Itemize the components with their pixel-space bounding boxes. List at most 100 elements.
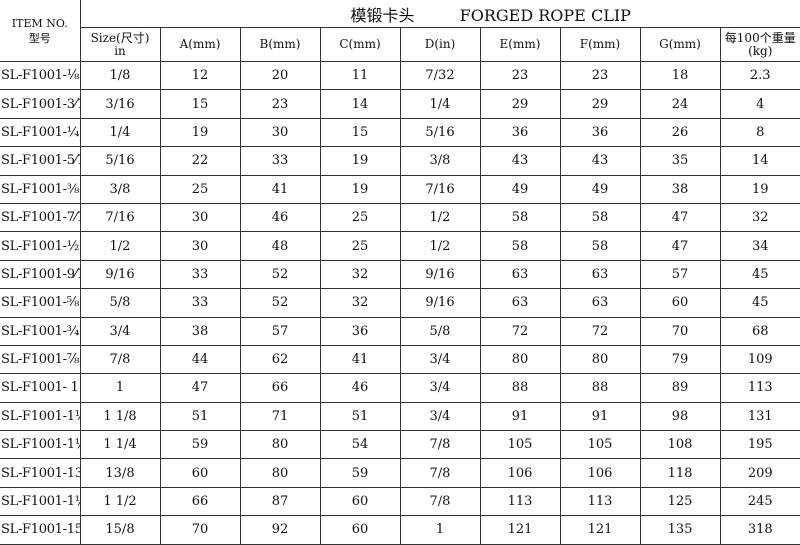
item-no-cell: SL-F1001-9⁄16 — [0, 260, 80, 288]
weight-header-line1: 每100个重量 — [721, 32, 800, 45]
e-cell: 63 — [480, 289, 560, 317]
g-cell: 47 — [640, 203, 720, 231]
b-cell: 20 — [240, 62, 320, 90]
e-cell: 91 — [480, 402, 560, 430]
a-header: A(mm) — [160, 28, 240, 62]
d-cell: 1/4 — [400, 90, 480, 118]
weight-cell: 245 — [720, 487, 800, 515]
f-cell: 29 — [560, 90, 640, 118]
item-no-cell: SL-F1001-1¼ — [0, 431, 80, 459]
title-en: FORGED ROPE CLIP — [460, 6, 631, 25]
e-cell: 105 — [480, 431, 560, 459]
d-cell: 3/4 — [400, 402, 480, 430]
c-cell: 14 — [320, 90, 400, 118]
e-cell: 88 — [480, 374, 560, 402]
item-no-cell: SL-F1001-⅜ — [0, 175, 80, 203]
item-no-cell: SL-F1001-1½ — [0, 487, 80, 515]
f-cell: 63 — [560, 289, 640, 317]
b-cell: 80 — [240, 431, 320, 459]
d-cell: 9/16 — [400, 289, 480, 317]
g-cell: 125 — [640, 487, 720, 515]
a-cell: 19 — [160, 118, 240, 146]
weight-cell: 68 — [720, 317, 800, 345]
d-cell: 7/8 — [400, 431, 480, 459]
f-cell: 113 — [560, 487, 640, 515]
weight-cell: 19 — [720, 175, 800, 203]
g-cell: 18 — [640, 62, 720, 90]
weight-cell: 34 — [720, 232, 800, 260]
item-no-cell: SL-F1001-⅝ — [0, 289, 80, 317]
e-cell: 63 — [480, 260, 560, 288]
item-no-cell: SL-F1001-13⁄8 — [0, 459, 80, 487]
item-no-cell: SL-F1001-3⁄16 — [0, 90, 80, 118]
size-header-line2: in — [81, 45, 160, 58]
c-cell: 59 — [320, 459, 400, 487]
d-cell: 3/4 — [400, 345, 480, 373]
g-cell: 89 — [640, 374, 720, 402]
e-cell: 43 — [480, 147, 560, 175]
e-cell: 58 — [480, 203, 560, 231]
c-cell: 19 — [320, 147, 400, 175]
a-cell: 15 — [160, 90, 240, 118]
g-cell: 118 — [640, 459, 720, 487]
a-cell: 60 — [160, 459, 240, 487]
size-cell: 1 — [80, 374, 160, 402]
g-cell: 79 — [640, 345, 720, 373]
item-no-cell: SL-F1001-⅛ — [0, 62, 80, 90]
weight-cell: 2.3 — [720, 62, 800, 90]
a-cell: 70 — [160, 516, 240, 544]
c-cell: 15 — [320, 118, 400, 146]
b-cell: 52 — [240, 289, 320, 317]
g-cell: 98 — [640, 402, 720, 430]
g-cell: 38 — [640, 175, 720, 203]
size-cell: 15/8 — [80, 516, 160, 544]
c-cell: 36 — [320, 317, 400, 345]
weight-cell: 45 — [720, 289, 800, 317]
f-cell: 105 — [560, 431, 640, 459]
d-cell: 1/2 — [400, 232, 480, 260]
f-cell: 63 — [560, 260, 640, 288]
d-cell: 1 — [400, 516, 480, 544]
b-cell: 71 — [240, 402, 320, 430]
a-cell: 22 — [160, 147, 240, 175]
title-cn: 模锻卡头 — [351, 6, 415, 25]
a-cell: 30 — [160, 203, 240, 231]
e-cell: 23 — [480, 62, 560, 90]
size-cell: 3/16 — [80, 90, 160, 118]
d-cell: 3/8 — [400, 147, 480, 175]
size-cell: 5/8 — [80, 289, 160, 317]
size-cell: 5/16 — [80, 147, 160, 175]
size-cell: 3/4 — [80, 317, 160, 345]
column-header-row: Size(尺寸) in A(mm) B(mm) C(mm) D(in) E(mm… — [0, 28, 800, 62]
b-cell: 57 — [240, 317, 320, 345]
size-cell: 1/4 — [80, 118, 160, 146]
size-cell: 1 1/8 — [80, 402, 160, 430]
c-cell: 51 — [320, 402, 400, 430]
a-cell: 66 — [160, 487, 240, 515]
f-cell: 58 — [560, 203, 640, 231]
f-cell: 43 — [560, 147, 640, 175]
item-no-header-cn: 型号 — [0, 31, 80, 46]
c-cell: 25 — [320, 203, 400, 231]
weight-cell: 32 — [720, 203, 800, 231]
f-cell: 49 — [560, 175, 640, 203]
b-cell: 48 — [240, 232, 320, 260]
e-cell: 106 — [480, 459, 560, 487]
d-cell: 7/8 — [400, 487, 480, 515]
e-header: E(mm) — [480, 28, 560, 62]
d-cell: 7/8 — [400, 459, 480, 487]
g-cell: 135 — [640, 516, 720, 544]
b-cell: 87 — [240, 487, 320, 515]
d-cell: 7/16 — [400, 175, 480, 203]
weight-cell: 113 — [720, 374, 800, 402]
